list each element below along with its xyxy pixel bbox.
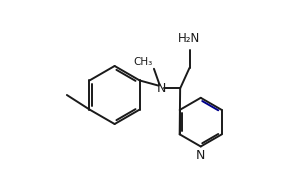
- Text: N: N: [196, 149, 205, 162]
- Text: H₂N: H₂N: [177, 32, 200, 45]
- Text: N: N: [157, 82, 166, 95]
- Text: CH₃: CH₃: [134, 57, 153, 67]
